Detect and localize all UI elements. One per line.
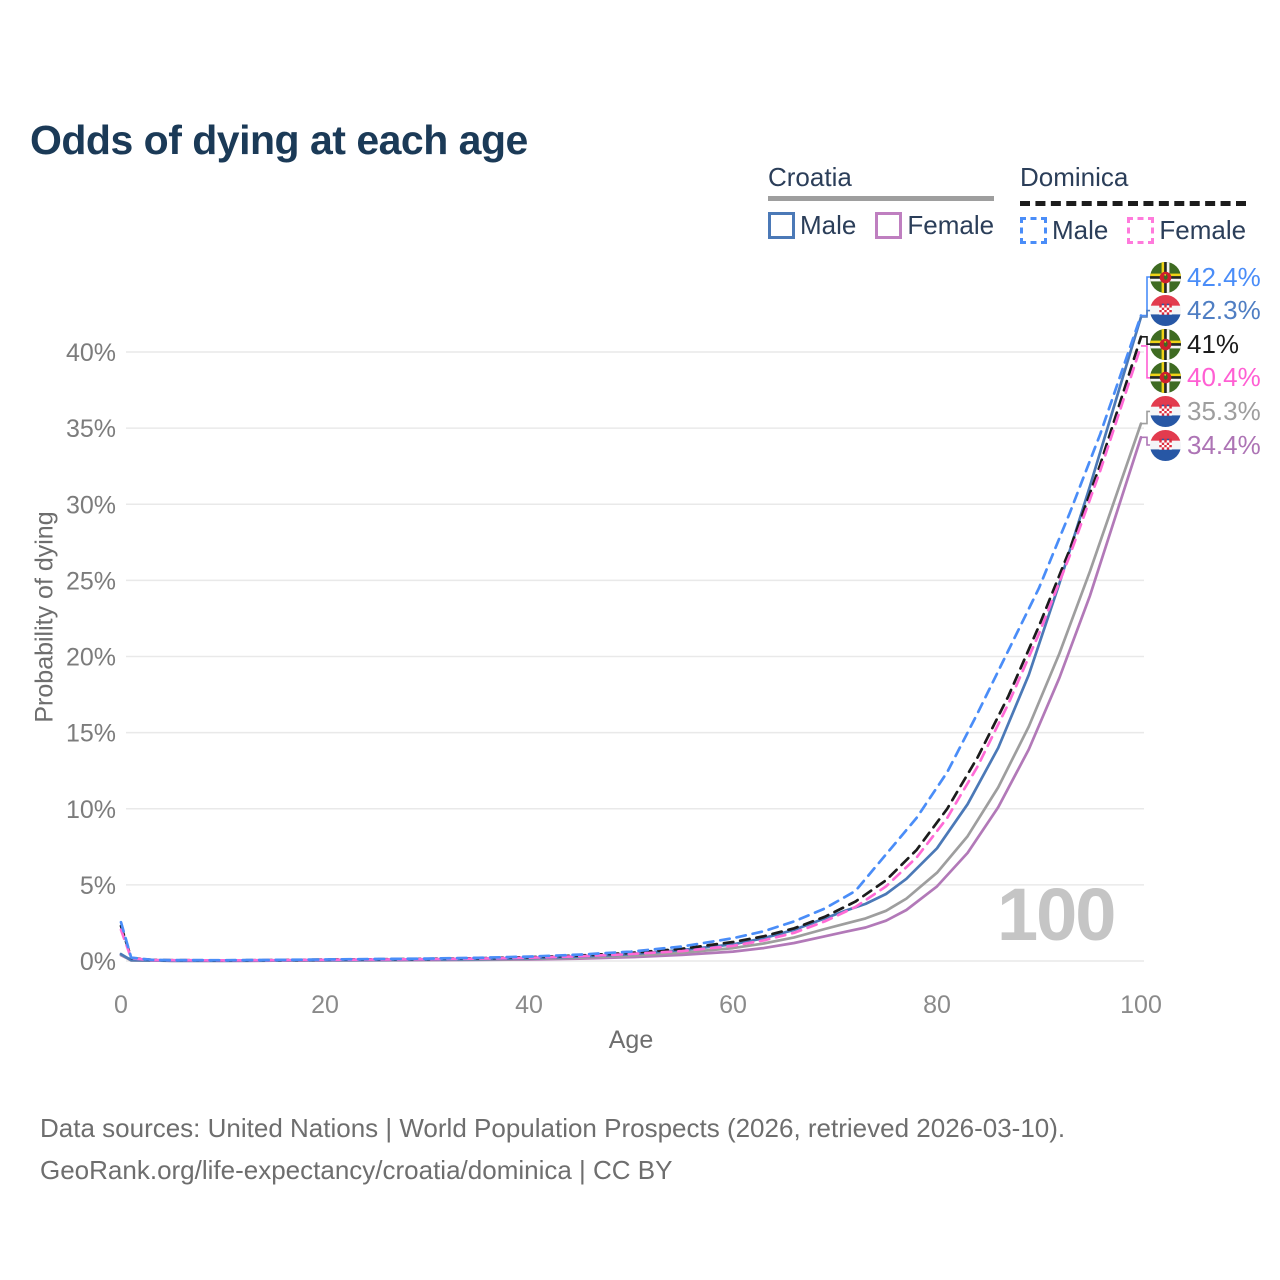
legend-country-dominica[interactable]: Dominica bbox=[1020, 162, 1129, 192]
endpoint-value: 34.4% bbox=[1187, 429, 1261, 460]
leader-line bbox=[1141, 336, 1152, 345]
series-line-dominica-both-sexes bbox=[119, 335, 1143, 962]
legend-country-croatia[interactable]: Croatia bbox=[768, 162, 852, 192]
data-sources-text: Data sources: United Nations | World Pop… bbox=[40, 1113, 1066, 1143]
y-tick-label: 30% bbox=[66, 491, 116, 519]
legend-item-label: Female bbox=[1159, 215, 1247, 245]
y-axis-title: Probability of dying bbox=[30, 511, 59, 723]
page-title: Odds of dying at each age bbox=[30, 117, 528, 164]
dominica-female-swatch-icon bbox=[1127, 217, 1155, 244]
x-tick-label: 20 bbox=[311, 991, 339, 1019]
endpoint-label-dominica-both: 41% bbox=[1150, 327, 1239, 361]
attribution-text: GeoRank.org/life-expectancy/croatia/domi… bbox=[40, 1155, 673, 1185]
y-tick-label: 40% bbox=[66, 339, 116, 367]
y-tick-label: 15% bbox=[66, 720, 116, 748]
x-tick-label: 0 bbox=[114, 991, 128, 1019]
footer: Data sources: United Nations | World Pop… bbox=[40, 1107, 1065, 1191]
dominica-flag-icon bbox=[1150, 362, 1181, 394]
endpoint-value: 42.3% bbox=[1187, 295, 1261, 326]
endpoint-label-dominica-female: 40.4% bbox=[1150, 361, 1261, 395]
leader-line bbox=[1141, 410, 1152, 425]
legend-item-croatia-male[interactable]: Male bbox=[768, 210, 856, 241]
croatia-solid-line-swatch-icon bbox=[768, 196, 995, 201]
y-tick-label: 25% bbox=[66, 567, 116, 595]
y-tick-label: 0% bbox=[80, 948, 116, 976]
y-tick-label: 10% bbox=[66, 796, 116, 824]
y-tick-label: 5% bbox=[80, 872, 116, 900]
leader-line bbox=[1141, 309, 1152, 318]
legend-item-dominica-male[interactable]: Male bbox=[1020, 215, 1108, 246]
y-tick-label: 20% bbox=[66, 644, 116, 672]
series-line-croatia-male bbox=[119, 315, 1143, 963]
x-tick-label: 100 bbox=[1120, 991, 1162, 1019]
croatia-female-swatch-icon bbox=[875, 212, 903, 239]
endpoint-label-dominica-male: 42.4% bbox=[1150, 260, 1261, 294]
endpoint-label-croatia-male: 42.3% bbox=[1150, 294, 1261, 328]
series-line-croatia-female bbox=[119, 435, 1143, 963]
y-tick-label: 35% bbox=[66, 415, 116, 443]
x-tick-label: 60 bbox=[719, 991, 747, 1019]
series-line-dominica-female bbox=[119, 344, 1143, 962]
croatia-male-swatch-icon bbox=[768, 212, 795, 239]
dominica-flag-icon bbox=[1150, 328, 1181, 360]
endpoint-label-croatia-both: 35.3% bbox=[1150, 394, 1261, 428]
dominica-dashed-line-swatch-icon bbox=[1020, 196, 1247, 206]
legend-item-label: Female bbox=[907, 210, 995, 240]
legend-group-croatia: Croatia Male Female bbox=[768, 162, 995, 241]
leader-line bbox=[1141, 276, 1152, 317]
x-tick-label: 80 bbox=[923, 991, 951, 1019]
endpoint-value: 40.4% bbox=[1187, 362, 1261, 393]
endpoint-value: 41% bbox=[1187, 328, 1240, 359]
legend-item-croatia-female[interactable]: Female bbox=[875, 210, 994, 241]
leader-line bbox=[1141, 436, 1152, 446]
legend-item-dominica-female[interactable]: Female bbox=[1127, 215, 1246, 246]
dominica-male-swatch-icon bbox=[1020, 217, 1047, 244]
legend-item-label: Male bbox=[1052, 215, 1109, 245]
legend-group-dominica: Dominica Male Female bbox=[1020, 162, 1247, 246]
croatia-flag-icon bbox=[1150, 295, 1181, 327]
croatia-flag-icon bbox=[1150, 395, 1181, 427]
series-line-dominica-male bbox=[119, 314, 1143, 962]
age-counter-watermark: 100 bbox=[997, 873, 1116, 956]
dominica-flag-icon bbox=[1150, 261, 1181, 293]
x-tick-label: 40 bbox=[515, 991, 543, 1019]
endpoint-label-croatia-female: 34.4% bbox=[1150, 428, 1261, 462]
endpoint-value: 35.3% bbox=[1187, 395, 1261, 426]
legend-item-label: Male bbox=[800, 210, 857, 240]
croatia-flag-icon bbox=[1150, 429, 1181, 461]
x-axis-title: Age bbox=[608, 1026, 654, 1054]
endpoint-value: 42.4% bbox=[1187, 261, 1261, 292]
leader-line bbox=[1141, 345, 1152, 379]
